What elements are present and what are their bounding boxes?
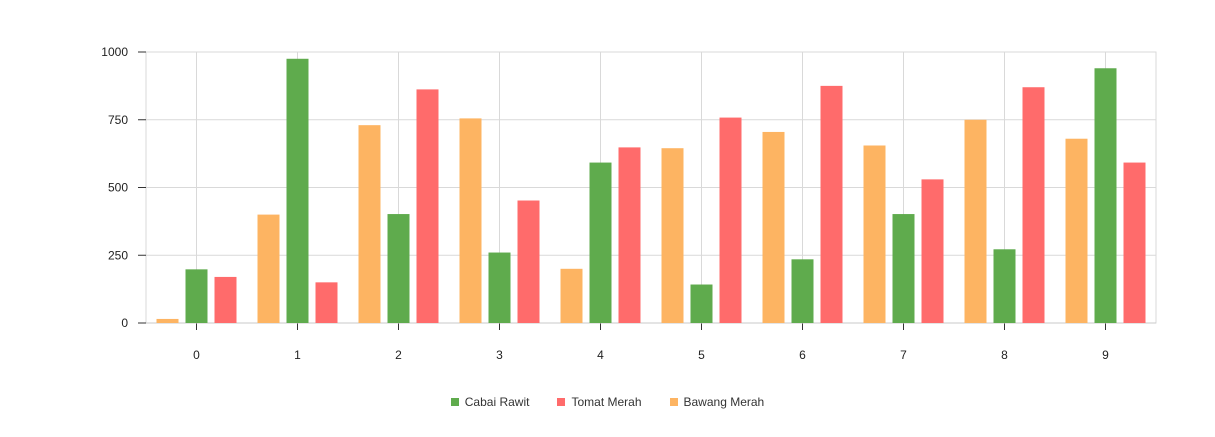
bar-cabai-rawit xyxy=(286,58,309,324)
bar-bawang-merah xyxy=(863,145,886,323)
bar-bawang-merah xyxy=(1065,138,1088,323)
bar-bawang-merah xyxy=(661,148,684,323)
x-tick-label: 5 xyxy=(698,348,705,362)
bar-cabai-rawit xyxy=(387,214,410,323)
bar-bawang-merah xyxy=(762,131,785,323)
bar-tomat-merah xyxy=(921,179,944,323)
bar-tomat-merah xyxy=(214,276,237,323)
bar-bawang-merah xyxy=(257,214,280,323)
bar-tomat-merah xyxy=(1022,87,1045,323)
bar-tomat-merah xyxy=(1123,162,1146,323)
bar-bawang-merah xyxy=(560,268,583,323)
legend-label: Cabai Rawit xyxy=(464,395,530,409)
bar-tomat-merah xyxy=(416,89,439,323)
x-tick-label: 2 xyxy=(395,348,402,362)
bar-cabai-rawit xyxy=(892,214,915,323)
legend-label: Bawang Merah xyxy=(683,395,765,409)
legend-item[interactable]: Cabai Rawit xyxy=(450,395,530,409)
bar-cabai-rawit xyxy=(185,269,208,323)
bar-cabai-rawit xyxy=(993,249,1016,323)
bar-cabai-rawit xyxy=(791,259,814,323)
legend-label: Tomat Merah xyxy=(571,395,642,409)
legend-swatch xyxy=(669,398,678,406)
x-tick-label: 1 xyxy=(294,348,301,362)
x-tick-label: 9 xyxy=(1102,348,1109,362)
x-tick-label: 4 xyxy=(597,348,604,362)
x-tick-label: 7 xyxy=(900,348,907,362)
bar-bawang-merah xyxy=(964,119,987,323)
bar-bawang-merah xyxy=(156,318,179,323)
x-tick-label: 3 xyxy=(496,348,503,362)
x-tick-label: 0 xyxy=(193,348,200,362)
bar-cabai-rawit xyxy=(1094,68,1117,323)
x-tick-label: 8 xyxy=(1001,348,1008,362)
bar-tomat-merah xyxy=(517,200,540,323)
bar-cabai-rawit xyxy=(690,284,713,323)
bar-tomat-merah xyxy=(315,282,338,323)
legend-item[interactable]: Tomat Merah xyxy=(557,395,642,409)
legend-swatch xyxy=(557,398,566,406)
bar-tomat-merah xyxy=(618,147,641,323)
legend-item[interactable]: Bawang Merah xyxy=(669,395,765,409)
bar-bawang-merah xyxy=(358,125,381,323)
legend-swatch xyxy=(450,398,459,406)
bar-cabai-rawit xyxy=(589,162,612,323)
y-tick-label: 750 xyxy=(108,113,128,127)
y-tick-label: 250 xyxy=(108,248,128,262)
bar-tomat-merah xyxy=(719,117,742,323)
y-tick-label: 500 xyxy=(108,181,128,195)
bar-bawang-merah xyxy=(459,118,482,324)
x-tick-label: 6 xyxy=(799,348,806,362)
bar-tomat-merah xyxy=(820,85,843,323)
y-tick-label: 1000 xyxy=(101,45,128,59)
bar-cabai-rawit xyxy=(488,252,511,323)
legend: Cabai Rawit Tomat Merah Bawang Merah xyxy=(0,395,1215,409)
y-tick-label: 0 xyxy=(121,316,128,330)
